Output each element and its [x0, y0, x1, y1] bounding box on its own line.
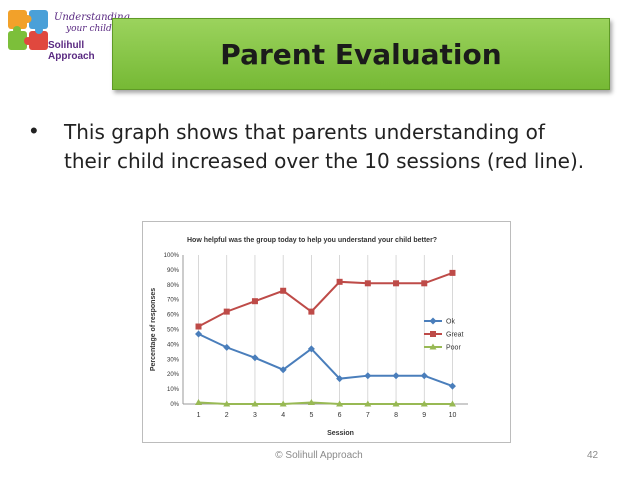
- bullet-text: This graph shows that parents understand…: [64, 120, 585, 173]
- data-point-great: [336, 278, 343, 285]
- y-tick-label: 50%: [167, 328, 180, 334]
- data-point-ok: [223, 343, 231, 351]
- data-point-ok: [195, 330, 203, 338]
- data-point-ok: [364, 372, 372, 380]
- x-tick-label: 2: [225, 412, 229, 419]
- x-tick-label: 10: [449, 412, 457, 419]
- y-tick-label: 0%: [170, 402, 179, 408]
- line-chart: How helpful was the group today to help …: [142, 221, 511, 443]
- chart-svg: How helpful was the group today to help …: [150, 237, 468, 437]
- data-point-great: [449, 269, 456, 276]
- bullet-point: • This graph shows that parents understa…: [30, 118, 590, 176]
- data-point-ok: [420, 372, 428, 380]
- data-point-great: [280, 287, 287, 294]
- data-point-poor: [251, 400, 259, 407]
- logo-text-your-child: your child: [66, 24, 112, 34]
- x-tick-label: 1: [197, 412, 201, 419]
- chart-title: How helpful was the group today to help …: [187, 237, 437, 244]
- logo-text-understanding: Understanding: [54, 12, 130, 23]
- solihull-logo: Understanding your child Solihull Approa…: [6, 8, 130, 62]
- legend-marker-poor: [429, 343, 437, 350]
- data-point-great: [195, 323, 202, 330]
- data-point-ok: [336, 375, 344, 383]
- data-point-great: [308, 308, 315, 315]
- y-tick-label: 40%: [167, 342, 180, 348]
- data-point-poor: [392, 400, 400, 407]
- puzzle-logo-icon: [8, 10, 48, 50]
- logo-text-solihull: Solihull Approach: [48, 40, 95, 62]
- x-tick-label: 3: [253, 412, 257, 419]
- data-point-great: [223, 308, 230, 315]
- slide-title: Parent Evaluation: [220, 37, 502, 71]
- legend-label-poor: Poor: [446, 345, 461, 352]
- data-point-poor: [195, 399, 203, 406]
- page-number: 42: [587, 450, 599, 461]
- x-tick-label: 5: [309, 412, 313, 419]
- y-tick-label: 70%: [167, 298, 180, 304]
- footer-copyright: © Solihull Approach: [275, 450, 363, 461]
- legend-label-ok: Ok: [446, 319, 455, 326]
- legend-marker-great: [430, 331, 436, 337]
- x-axis-label: Session: [327, 430, 354, 437]
- y-tick-label: 20%: [167, 372, 180, 378]
- data-point-poor: [279, 400, 287, 407]
- data-point-ok: [279, 366, 287, 374]
- data-point-ok: [448, 382, 456, 390]
- data-point-poor: [420, 400, 428, 407]
- series-line-great: [198, 271, 453, 328]
- data-point-poor: [364, 400, 372, 407]
- y-tick-label: 90%: [167, 268, 180, 274]
- data-point-great: [364, 280, 371, 287]
- data-point-ok: [392, 372, 400, 380]
- y-tick-label: 80%: [167, 283, 180, 289]
- data-point-poor: [448, 400, 456, 407]
- y-tick-label: 60%: [167, 313, 180, 319]
- legend-marker-ok: [429, 317, 437, 325]
- data-point-ok: [307, 345, 315, 353]
- series-line-ok: [198, 333, 453, 388]
- data-point-great: [251, 298, 258, 305]
- x-tick-label: 7: [366, 412, 370, 419]
- x-tick-label: 9: [422, 412, 426, 419]
- y-tick-label: 10%: [167, 387, 180, 393]
- data-point-great: [393, 280, 400, 287]
- data-point-poor: [307, 399, 315, 406]
- legend-label-great: Great: [446, 332, 464, 339]
- x-tick-label: 4: [281, 412, 285, 419]
- y-tick-label: 30%: [167, 357, 180, 363]
- data-point-ok: [251, 354, 259, 362]
- y-tick-label: 100%: [164, 253, 180, 259]
- series-line-poor: [198, 401, 453, 405]
- y-axis-label: Percentage of responses: [150, 288, 157, 371]
- x-tick-label: 6: [338, 412, 342, 419]
- x-tick-label: 8: [394, 412, 398, 419]
- bullet-dot-icon: •: [30, 118, 38, 143]
- title-banner: Parent Evaluation: [112, 18, 610, 90]
- data-point-poor: [223, 400, 231, 407]
- data-point-poor: [336, 400, 344, 407]
- data-point-great: [421, 280, 428, 287]
